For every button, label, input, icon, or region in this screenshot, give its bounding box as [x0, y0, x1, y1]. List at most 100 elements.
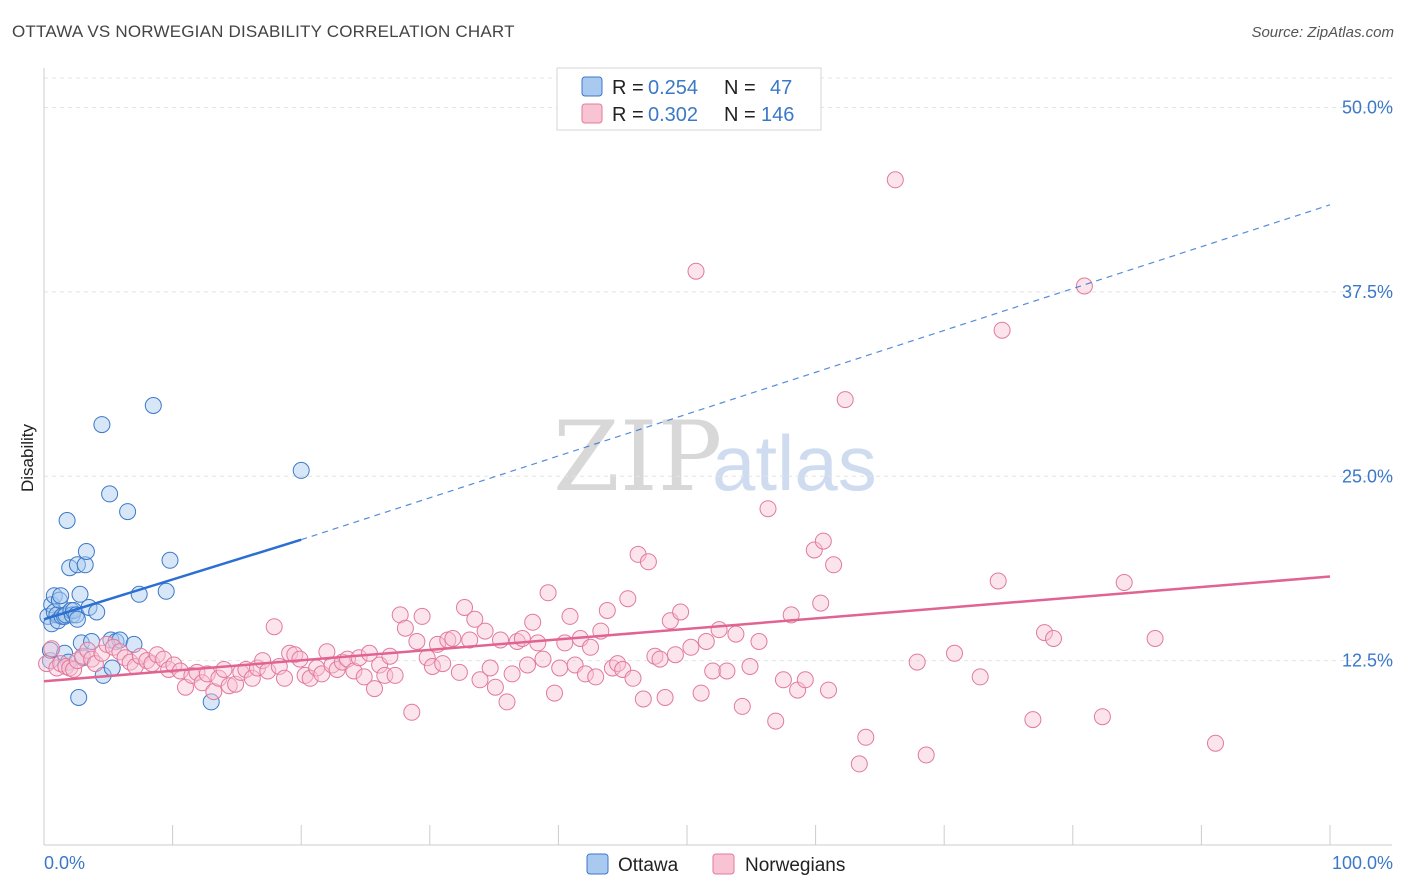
bottom-legend-swatch-ottawa [586, 853, 609, 875]
chart-title: OTTAWA VS NORWEGIAN DISABILITY CORRELATI… [12, 22, 515, 41]
point-norwegians [456, 599, 473, 616]
point-norwegians [381, 647, 399, 665]
x-tick-label-start: 0.0% [44, 853, 85, 873]
trend-line-ottawa-extension [301, 204, 1331, 541]
point-norwegians [646, 647, 664, 665]
point-norwegians [466, 610, 484, 628]
point-norwegians [423, 658, 441, 675]
point-ottawa [76, 556, 94, 574]
point-ottawa [68, 610, 86, 628]
point-norwegians [355, 668, 373, 686]
watermark-zip: ZIP [553, 401, 722, 513]
axes [43, 68, 1392, 846]
bottom-legend: Ottawa Norwegians [586, 853, 845, 876]
point-norwegians [450, 663, 468, 681]
point-norwegians [79, 641, 97, 659]
point-norwegians [513, 630, 531, 647]
point-norwegians [498, 693, 516, 711]
point-norwegians [774, 671, 792, 689]
source-label: Source: ZipAtlas.com [1251, 24, 1394, 41]
point-norwegians [519, 656, 536, 674]
point-norwegians [481, 659, 499, 677]
point-norwegians [850, 755, 868, 773]
legend-r-label-ottawa: R = [612, 77, 644, 99]
point-norwegians [733, 697, 751, 715]
point-norwegians [276, 669, 293, 687]
point-ottawa [70, 689, 88, 706]
point-norwegians [598, 602, 616, 619]
point-norwegians [587, 668, 605, 686]
point-norwegians [476, 622, 494, 640]
point-norwegians [672, 603, 690, 621]
point-ottawa [157, 582, 175, 600]
point-norwegians [486, 678, 504, 696]
point-norwegians [812, 594, 830, 612]
point-norwegians [318, 643, 336, 661]
point-norwegians [434, 655, 452, 673]
legend-n-label-ottawa: N = [724, 77, 756, 99]
point-norwegians [408, 633, 426, 650]
point-norwegians [413, 607, 431, 625]
trend-line-norwegians [43, 575, 1331, 683]
legend-box: R = 0.254 N = 47 R = 0.302 N = 146 [556, 67, 822, 131]
point-norwegians [805, 541, 823, 559]
point-norwegians [619, 590, 637, 608]
point-norwegians [666, 646, 684, 664]
point-norwegians [1146, 630, 1164, 647]
point-norwegians [561, 607, 579, 625]
y-tick-labels: 12.5% 25.0% 37.5% 50.0% [1342, 98, 1393, 671]
point-norwegians [155, 650, 173, 668]
point-norwegians [539, 584, 557, 602]
point-norwegians [710, 621, 728, 639]
point-norwegians [43, 640, 61, 658]
point-norwegians [471, 671, 489, 689]
x-tick-labels: 0.0% 100.0% [44, 853, 1393, 873]
point-ottawa [144, 397, 162, 414]
legend-n-value-norwegians: 146 [761, 104, 794, 126]
point-norwegians [917, 746, 935, 764]
point-norwegians [704, 662, 722, 680]
point-ottawa [202, 693, 220, 711]
point-ottawa [101, 485, 119, 503]
point-norwegians [1093, 708, 1111, 726]
x-tick-label-end: 100.0% [1332, 853, 1393, 873]
point-norwegians [582, 638, 599, 656]
bottom-legend-label-norwegians: Norwegians [745, 855, 845, 876]
point-norwegians [391, 606, 409, 624]
y-tick-label: 50.0% [1342, 98, 1393, 118]
point-norwegians [1045, 630, 1062, 647]
point-ottawa [161, 551, 179, 569]
point-norwegians [796, 671, 814, 689]
point-ottawa [77, 543, 95, 560]
point-norwegians [857, 728, 875, 746]
point-norwegians [759, 500, 777, 518]
point-ottawa [58, 512, 76, 529]
y-axis-label: Disability [18, 423, 37, 492]
bottom-legend-label-ottawa: Ottawa [618, 855, 679, 876]
point-norwegians [692, 684, 710, 702]
point-norwegians [741, 658, 759, 675]
point-ottawa [71, 585, 89, 603]
point-norwegians [639, 553, 657, 571]
point-norwegians [220, 677, 238, 695]
legend-swatch-norwegians [581, 103, 603, 124]
bottom-legend-swatch-norwegians [712, 853, 735, 875]
point-norwegians [576, 665, 594, 683]
point-norwegians [386, 666, 404, 684]
point-norwegians [908, 653, 926, 671]
point-norwegians [624, 669, 642, 687]
point-norwegians [524, 613, 542, 631]
point-ottawa [119, 503, 137, 521]
gridlines [44, 77, 1392, 662]
legend-swatch-ottawa [581, 76, 603, 97]
point-norwegians [403, 703, 421, 721]
point-norwegians [1207, 734, 1224, 752]
point-norwegians [820, 681, 837, 699]
point-norwegians [682, 638, 700, 656]
point-norwegians [651, 650, 669, 668]
point-norwegians [503, 665, 521, 683]
point-norwegians [1075, 277, 1093, 295]
point-norwegians [350, 649, 368, 667]
point-ottawa [103, 659, 121, 677]
point-norwegians [215, 661, 233, 678]
